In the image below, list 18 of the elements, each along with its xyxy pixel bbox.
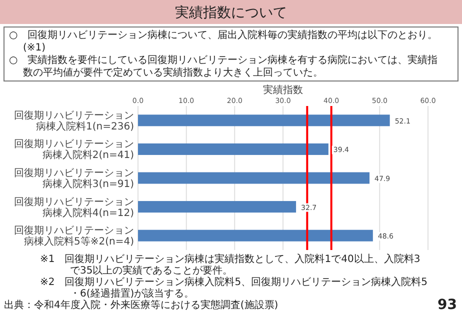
- y-tick-label: 回復期リハビリテーション病棟入院料1(n=236): [14, 109, 134, 132]
- x-axis-title: 実績指数: [263, 84, 303, 96]
- text: ○ 回復期リハビリテーション病棟について、届出入院料毎の実績指数の平均は以下のとおり。(※1): [9, 29, 438, 54]
- bar: [138, 230, 373, 242]
- text: ○ 実績指数を要件にしている回復期リハビリテーション病棟を有する病院においては、実績指数の平均値が要件で定めている実績指数より大きく上回っていた。: [9, 54, 438, 78]
- bar: [138, 143, 328, 155]
- text: ※2 回復期リハビリテーション病棟入院料5、回復期リハビリテーション病棟入院料5・6(経過措置)が該当する。: [40, 276, 428, 300]
- bar: [138, 201, 296, 213]
- y-tick-label: 回復期リハビリテーション病棟入院料4(n=12): [14, 196, 134, 219]
- bar: [138, 172, 370, 184]
- source-note: 出典：令和4年度入院・外来医療等における実態調査(施設票): [4, 299, 278, 311]
- y-tick-label: 回復期リハビリテーション病棟入院料3(n=91): [14, 167, 134, 190]
- chart-title: 実績指数について: [175, 5, 287, 21]
- text: ※1 回復期リハビリテーション病棟は実績指数として、入院料1で40以上、入院料3で35以上の実績であることが要件。: [40, 253, 420, 276]
- y-tick-label: 回復期リハビリテーション病棟入院料2(n=41): [14, 138, 134, 162]
- text: 93: [438, 297, 457, 313]
- y-tick-label: 回復期リハビリテーション病棟入院料5等※2(n=4): [14, 224, 134, 248]
- bar: [138, 114, 390, 126]
